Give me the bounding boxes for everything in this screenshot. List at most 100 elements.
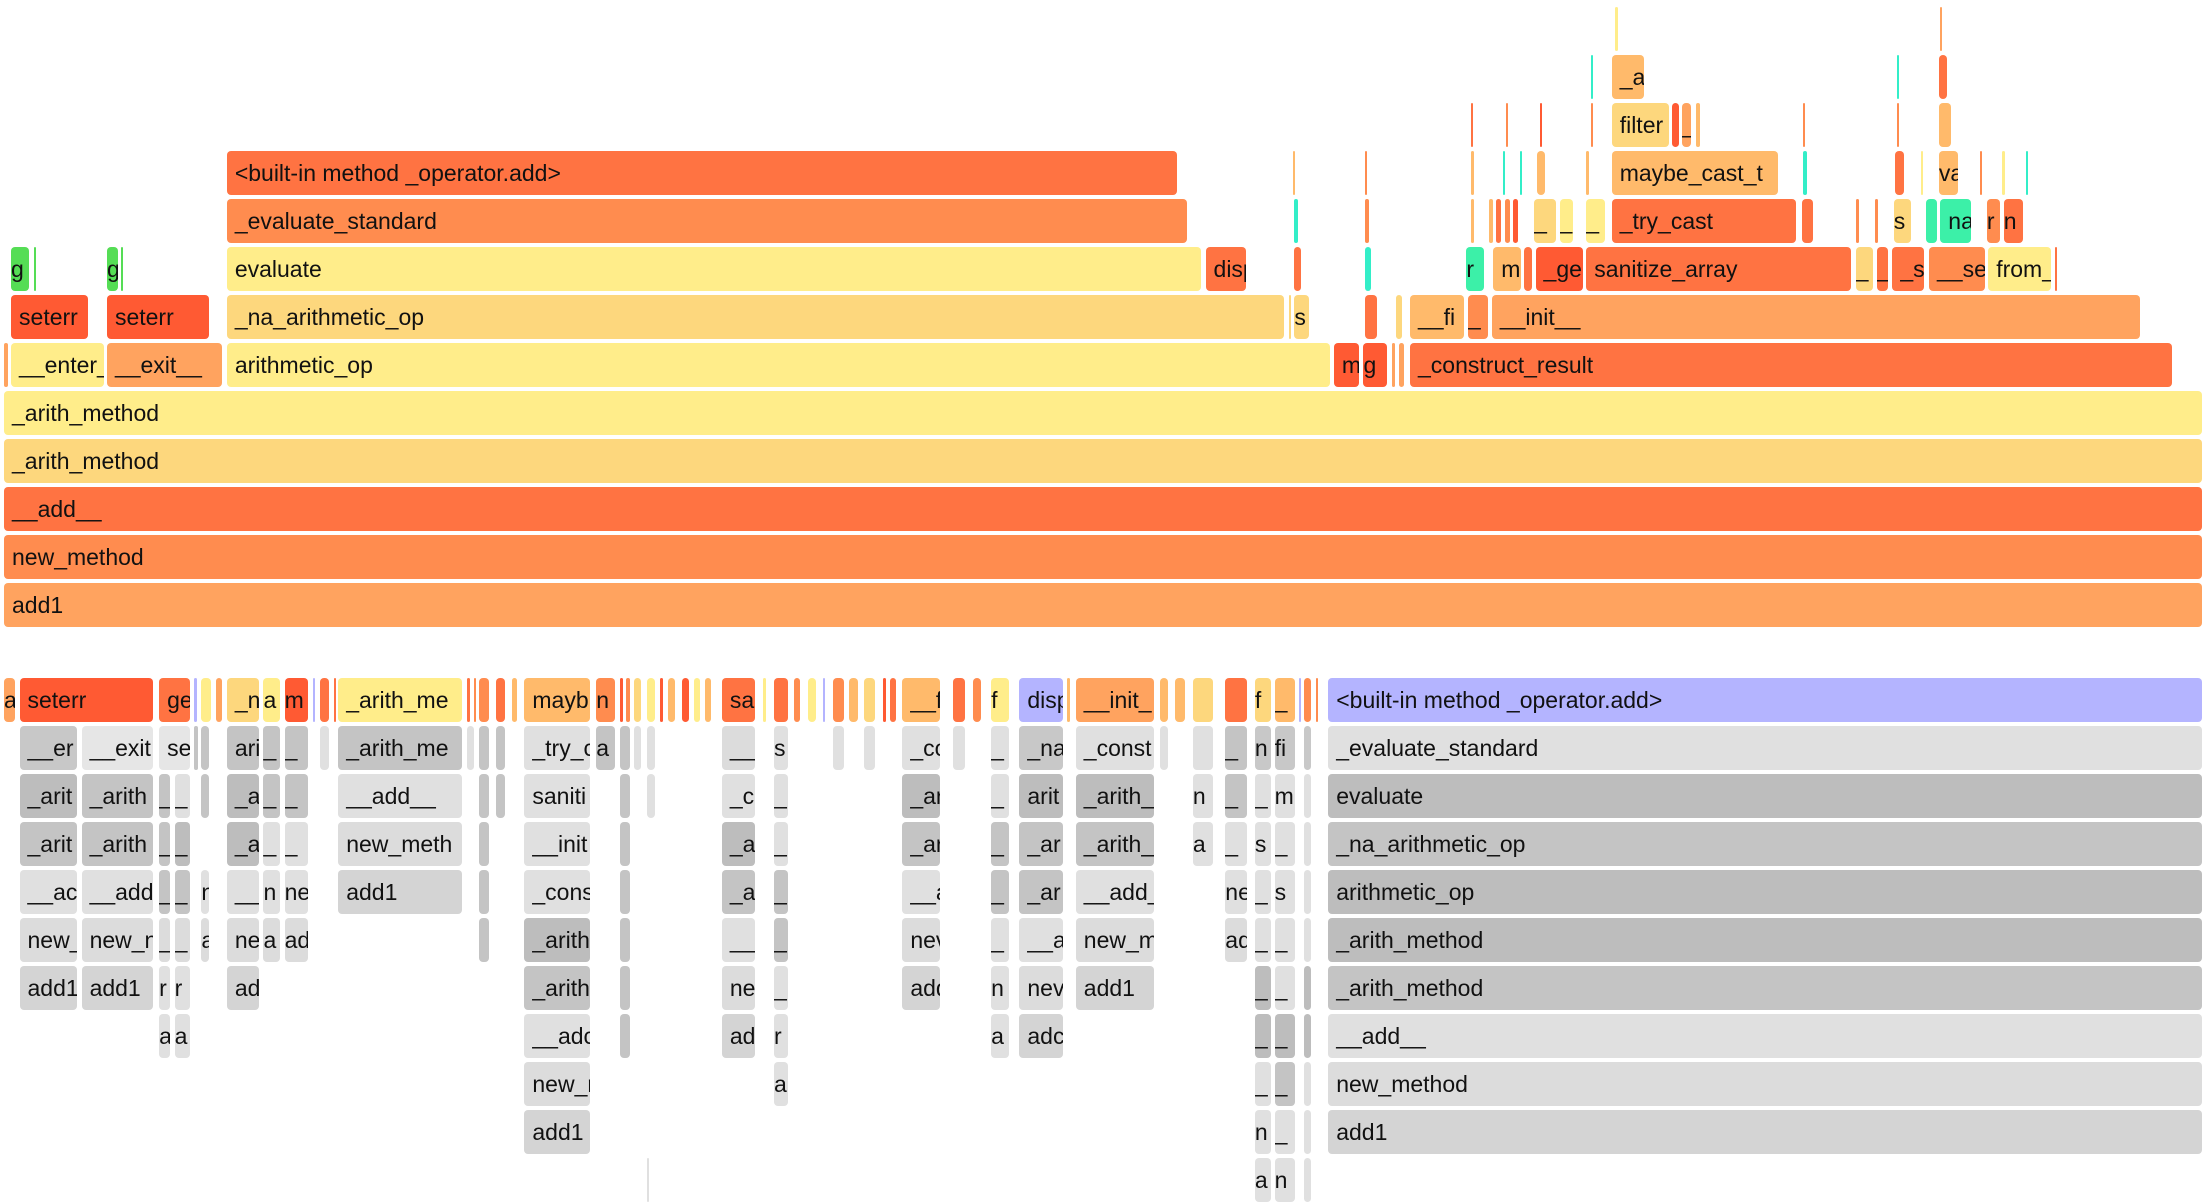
sandwich_graph-frame[interactable]: __er [19,726,77,770]
sandwich_graph-frame[interactable]: _ [1274,1110,1296,1154]
flame_graph-frame[interactable] [1896,55,1899,99]
sandwich_graph-frame[interactable]: _ [159,774,170,818]
flame_graph-frame[interactable]: _ [1467,295,1489,339]
sandwich_graph-frame[interactable]: nev [902,918,940,962]
sandwich_graph-frame[interactable]: <built-in method _operator.add> [1328,678,2202,722]
sandwich_graph-frame[interactable] [620,1014,630,1058]
sandwich_graph-frame[interactable] [625,678,630,722]
flame_graph-frame[interactable]: va [1938,151,1958,195]
sandwich_graph-frame[interactable]: _arith_ [1075,774,1155,818]
flame_graph-frame[interactable] [1294,199,1299,243]
flame_graph-frame[interactable] [1920,151,1923,195]
sandwich_graph-frame[interactable] [1315,678,1318,722]
flame_graph-frame[interactable]: m [1333,343,1359,387]
sandwich_graph-frame[interactable]: __ac [19,870,77,914]
sandwich_graph-frame[interactable]: _ [1254,1014,1272,1058]
flame_graph-frame[interactable] [1590,55,1593,99]
flame_graph-frame[interactable] [2002,151,2005,195]
sandwich_graph-frame[interactable]: _const [1075,726,1155,770]
sandwich_graph-frame[interactable]: _ [284,726,309,770]
sandwich_graph-frame[interactable]: _evaluate_standard [1328,726,2202,770]
sandwich_graph-frame[interactable]: _ [774,822,788,866]
sandwich_graph-frame[interactable]: _a [721,870,756,914]
sandwich_graph-frame[interactable] [659,678,664,722]
sandwich_graph-frame[interactable]: f [1254,678,1272,722]
sandwich_graph-frame[interactable]: _ [774,870,788,914]
sandwich_graph-frame[interactable]: _ [991,822,1009,866]
sandwich_graph-frame[interactable]: _arith [524,918,591,962]
flame_graph-frame[interactable] [1896,103,1899,147]
sandwich_graph-frame[interactable] [1304,966,1311,1010]
sandwich_graph-frame[interactable] [1304,1062,1311,1106]
sandwich_graph-frame[interactable]: f [991,678,1009,722]
sandwich_graph-frame[interactable]: _arith_method [1328,966,2202,1010]
sandwich_graph-frame[interactable] [194,678,197,722]
sandwich_graph-frame[interactable]: _n [226,678,259,722]
sandwich_graph-frame[interactable] [1225,678,1248,722]
flame_graph-frame[interactable]: add1 [4,583,2202,627]
flame_graph-frame[interactable]: n [2003,199,2023,243]
sandwich_graph-frame[interactable]: seterr [19,678,153,722]
sandwich_graph-frame[interactable]: _ar [902,774,940,818]
sandwich_graph-frame[interactable]: __a [902,870,940,914]
sandwich_graph-frame[interactable]: _ [284,774,309,818]
sandwich_graph-frame[interactable] [634,678,641,722]
flame_graph-frame[interactable]: <built-in method _operator.add> [226,151,1177,195]
sandwich_graph-frame[interactable]: n [596,678,616,722]
sandwich_graph-frame[interactable]: n [991,966,1009,1010]
sandwich_graph-frame[interactable] [1192,678,1214,722]
sandwich_graph-frame[interactable] [319,726,330,770]
sandwich_graph-frame[interactable]: fi [1274,726,1296,770]
sandwich_graph-frame[interactable] [511,678,517,722]
sandwich_graph-frame[interactable] [864,726,875,770]
sandwich_graph-frame[interactable]: ad [1225,918,1248,962]
flame_graph-frame[interactable] [1590,103,1593,147]
sandwich_graph-frame[interactable]: a [991,1014,1009,1058]
flame_graph-frame[interactable] [1288,295,1291,339]
flame_graph-frame[interactable] [1294,247,1301,291]
flame_graph-frame[interactable] [1539,103,1542,147]
sandwich_graph-frame[interactable]: s [1274,870,1296,914]
sandwich_graph-frame[interactable] [1174,678,1186,722]
sandwich_graph-frame[interactable]: _ [1254,1062,1272,1106]
sandwich_graph-frame[interactable]: _arith_method [1328,918,2202,962]
sandwich_graph-frame[interactable] [693,678,701,722]
sandwich_graph-frame[interactable]: a [4,678,15,722]
sandwich_graph-frame[interactable]: evaluate [1328,774,2202,818]
flame_graph-frame[interactable] [1875,199,1878,243]
sandwich_graph-frame[interactable]: n [1254,726,1272,770]
sandwich_graph-frame[interactable]: _cons [524,870,591,914]
sandwich_graph-frame[interactable] [833,726,844,770]
flame_graph-frame[interactable] [1520,151,1523,195]
sandwich_graph-frame[interactable] [496,726,506,770]
sandwich_graph-frame[interactable]: _ [174,774,190,818]
sandwich_graph-frame[interactable]: _ [991,918,1009,962]
sandwich_graph-frame[interactable]: _ [774,774,788,818]
sandwich_graph-frame[interactable]: a [596,726,616,770]
sandwich_graph-frame[interactable]: mayb [524,678,591,722]
sandwich_graph-frame[interactable] [620,678,623,722]
sandwich_graph-frame[interactable]: n [201,870,210,914]
flame_graph-frame[interactable] [1979,151,1982,195]
sandwich_graph-frame[interactable]: m [284,678,309,722]
sandwich_graph-frame[interactable] [1160,678,1169,722]
flame_graph-frame[interactable] [1803,151,1808,195]
sandwich_graph-frame[interactable] [334,678,336,722]
sandwich_graph-frame[interactable]: _arith [81,822,153,866]
sandwich_graph-frame[interactable] [473,678,476,722]
sandwich_graph-frame[interactable]: _try_c [524,726,591,770]
sandwich_graph-frame[interactable]: _ [1225,774,1248,818]
sandwich_graph-frame[interactable]: s [774,726,788,770]
flame_graph-frame[interactable]: _arith_method [4,391,2202,435]
sandwich_graph-frame[interactable] [194,726,199,770]
sandwich_graph-frame[interactable]: nev [1019,966,1063,1010]
sandwich_graph-frame[interactable]: n [1274,1158,1296,1202]
sandwich_graph-frame[interactable] [1304,1014,1311,1058]
sandwich_graph-frame[interactable]: add1 [19,966,77,1010]
sandwich_graph-frame[interactable]: m [1274,774,1296,818]
flame_graph-frame[interactable] [1496,199,1502,243]
flame_graph-frame[interactable]: g [1363,343,1387,387]
sandwich_graph-frame[interactable] [1067,678,1070,722]
sandwich_graph-frame[interactable]: n [263,870,280,914]
sandwich_graph-frame[interactable]: _ [1254,918,1272,962]
